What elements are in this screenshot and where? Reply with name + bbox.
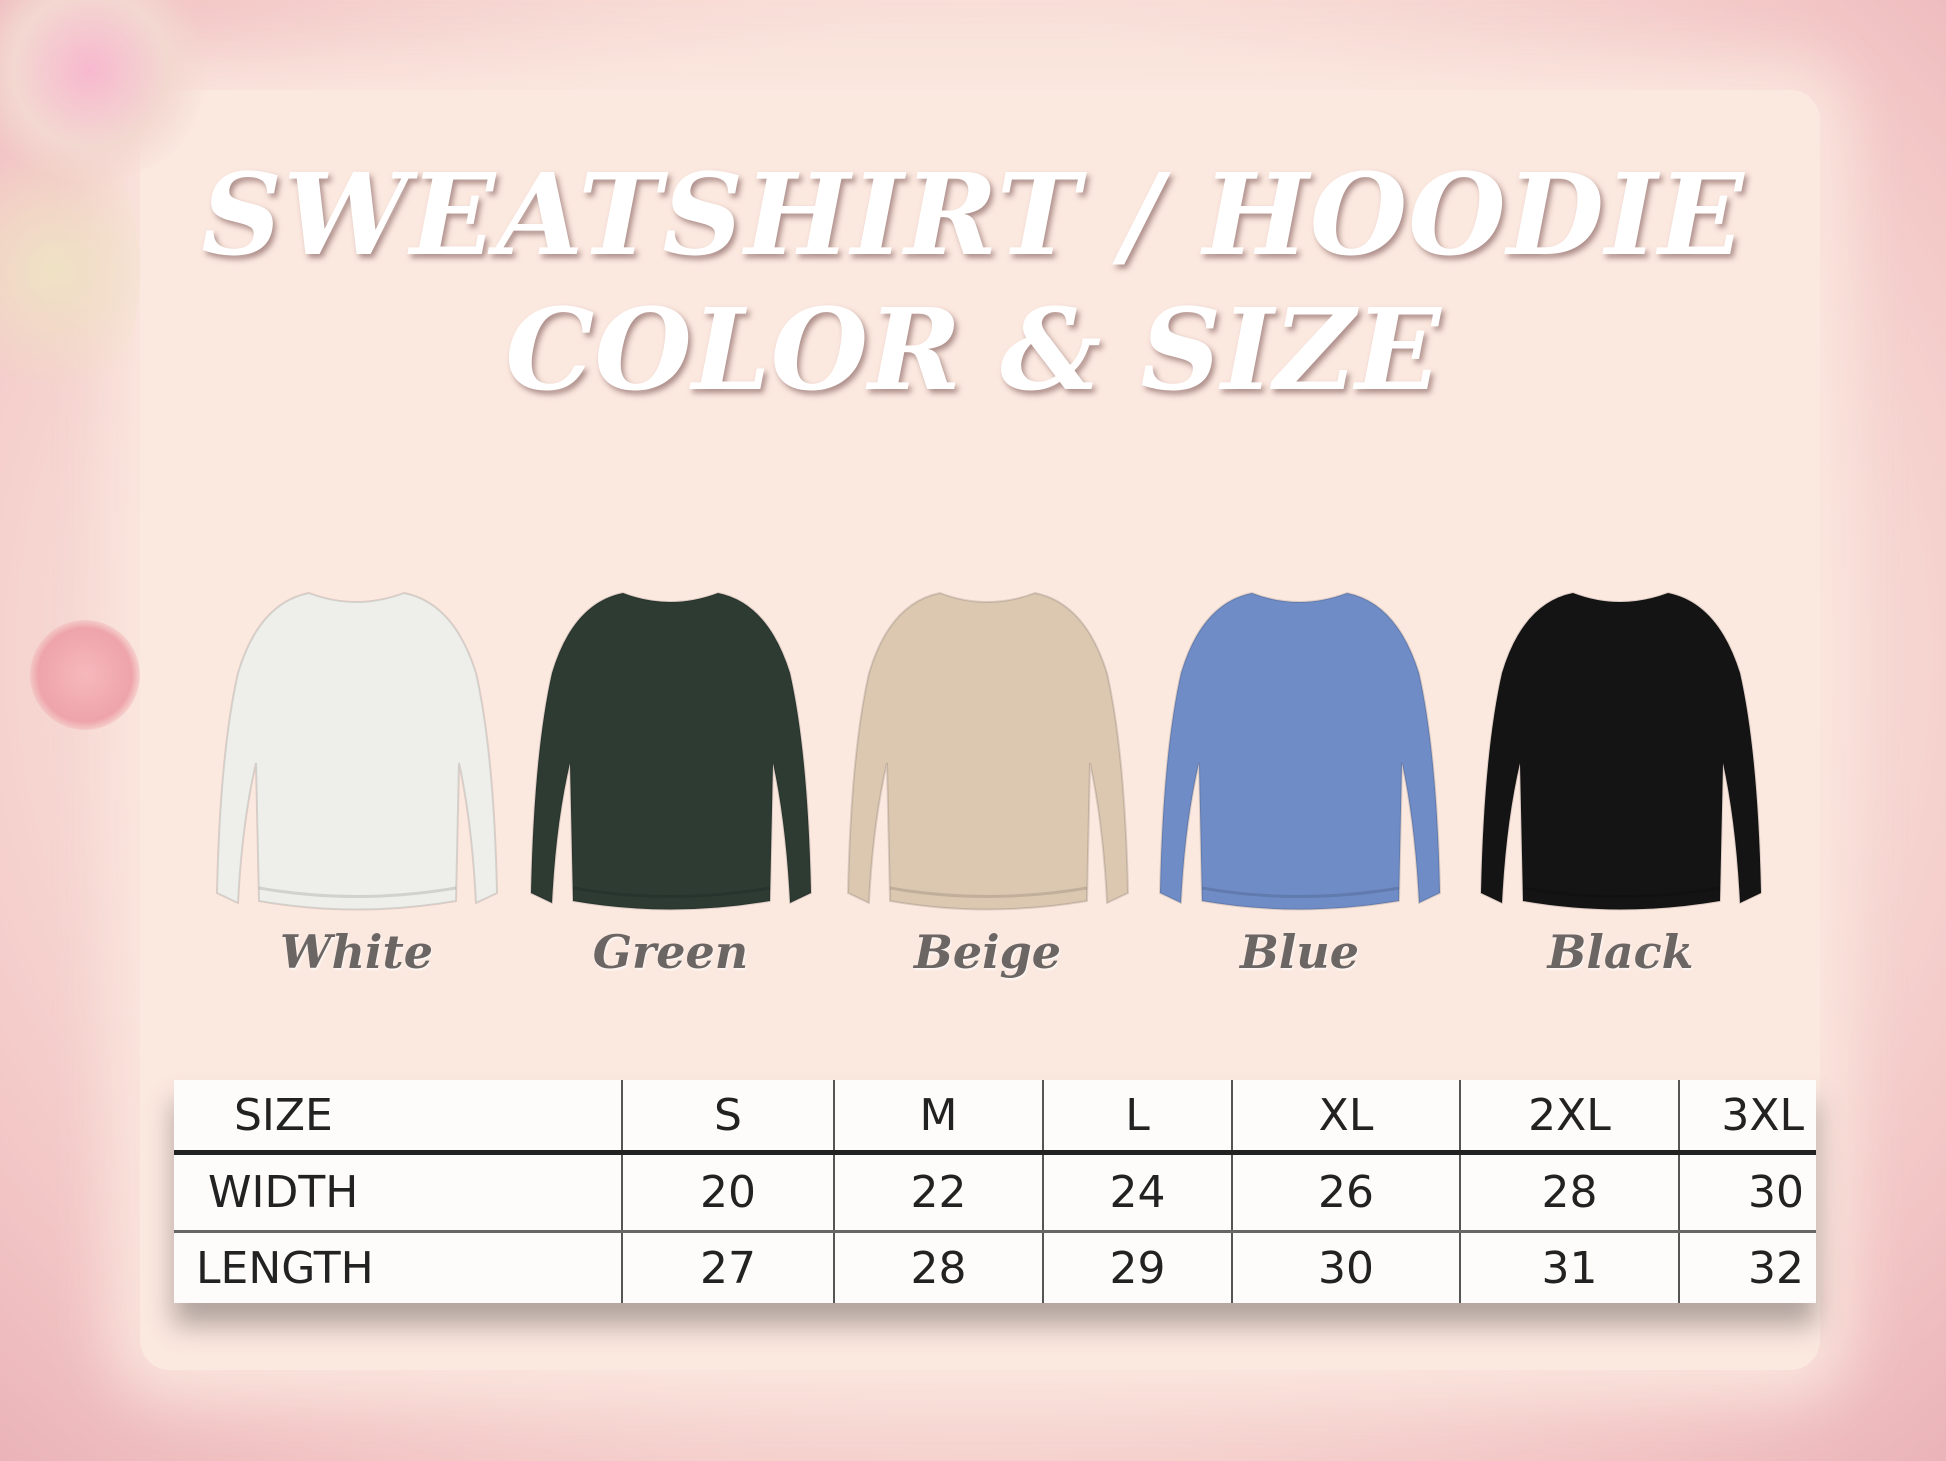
color-label: Green [592,925,749,979]
table-cell: 22 [833,1152,1043,1233]
table-cell: 29 [1042,1231,1232,1303]
color-label: White [279,925,434,979]
table-cell: 27 [621,1231,834,1303]
table-header-row: SIZE S M L XL 2XL 3XL [174,1080,1816,1155]
header-cell: XL [1231,1080,1460,1155]
table-cell: 30 [1678,1152,1816,1233]
size-chart-table: SIZE S M L XL 2XL 3XL WIDTH 20 22 24 26 … [174,1080,1816,1303]
title-line-2: COLOR & SIZE [505,285,1441,416]
sweatshirt-beige-image [845,583,1130,925]
table-cell: 26 [1231,1152,1460,1233]
flower-decoration-icon [0,120,140,420]
table-cell: 31 [1459,1231,1679,1303]
table-row-width: WIDTH 20 22 24 26 28 30 [174,1152,1816,1233]
table-cell: 28 [833,1231,1043,1303]
header-cell: 3XL [1678,1080,1816,1155]
color-label: Black [1547,925,1694,979]
color-label: Blue [1239,925,1360,979]
sweatshirt-green-image [528,583,813,925]
color-label: Beige [913,925,1062,979]
sweatshirt-blue-image [1157,583,1442,925]
table-cell: 30 [1231,1231,1460,1303]
table-cell: 32 [1678,1231,1816,1303]
header-cell: 2XL [1459,1080,1679,1155]
title-line-1: SWEATSHIRT / HOODIE [201,150,1745,281]
sweatshirt-white-image [214,583,499,925]
table-cell: 24 [1042,1152,1232,1233]
sweatshirt-black-image [1478,583,1763,925]
header-cell: SIZE [174,1080,622,1155]
header-cell: M [833,1080,1043,1155]
button-decoration-icon [30,620,140,730]
row-label: LENGTH [196,1242,374,1294]
table-cell: 20 [621,1152,834,1233]
table-cell: 28 [1459,1152,1679,1233]
row-label: WIDTH [174,1152,622,1233]
header-cell: S [621,1080,834,1155]
table-row-length: LENGTH 27 28 29 30 31 32 [174,1231,1816,1303]
header-cell: L [1042,1080,1232,1155]
